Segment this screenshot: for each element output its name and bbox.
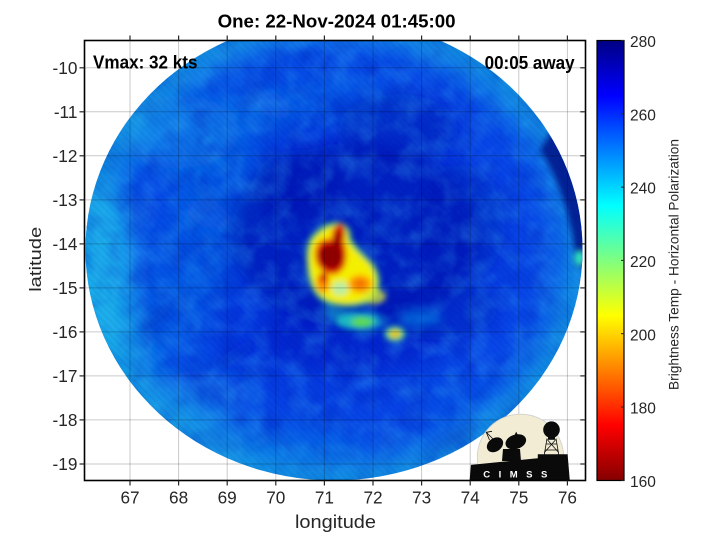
svg-text:-17: -17: [53, 366, 78, 386]
svg-text:75: 75: [509, 487, 528, 507]
svg-text:-14: -14: [53, 234, 78, 254]
svg-text:-10: -10: [53, 58, 78, 78]
svg-text:00:05 away: 00:05 away: [485, 53, 575, 73]
svg-text:Brightness Temp - Horizontal P: Brightness Temp - Horizontal Polarizatio…: [666, 139, 682, 390]
svg-text:200: 200: [630, 327, 656, 344]
svg-text:71: 71: [315, 487, 334, 507]
svg-text:180: 180: [630, 401, 656, 418]
svg-text:280: 280: [630, 34, 656, 51]
svg-text:-18: -18: [53, 410, 78, 430]
svg-text:latitude: latitude: [26, 227, 45, 292]
svg-text:240: 240: [630, 181, 656, 198]
svg-text:70: 70: [266, 487, 285, 507]
svg-text:76: 76: [558, 487, 577, 507]
svg-text:-11: -11: [54, 102, 78, 122]
svg-text:-19: -19: [53, 454, 78, 474]
svg-text:CIMSS: CIMSS: [483, 470, 556, 481]
svg-text:160: 160: [630, 474, 656, 491]
svg-text:73: 73: [412, 487, 431, 507]
svg-text:69: 69: [218, 487, 237, 507]
svg-text:220: 220: [630, 254, 656, 271]
svg-text:68: 68: [169, 487, 188, 507]
svg-text:67: 67: [120, 487, 139, 507]
svg-text:longitude: longitude: [295, 511, 376, 532]
svg-text:Vmax: 32 kts: Vmax: 32 kts: [93, 53, 198, 73]
svg-text:-12: -12: [53, 146, 78, 166]
svg-text:72: 72: [363, 487, 382, 507]
svg-text:-15: -15: [53, 278, 78, 298]
svg-text:-13: -13: [53, 190, 78, 210]
svg-text:One: 22-Nov-2024 01:45:00: One: 22-Nov-2024 01:45:00: [218, 12, 456, 32]
svg-text:74: 74: [461, 487, 481, 507]
svg-text:-16: -16: [53, 322, 78, 342]
svg-text:260: 260: [630, 107, 656, 124]
